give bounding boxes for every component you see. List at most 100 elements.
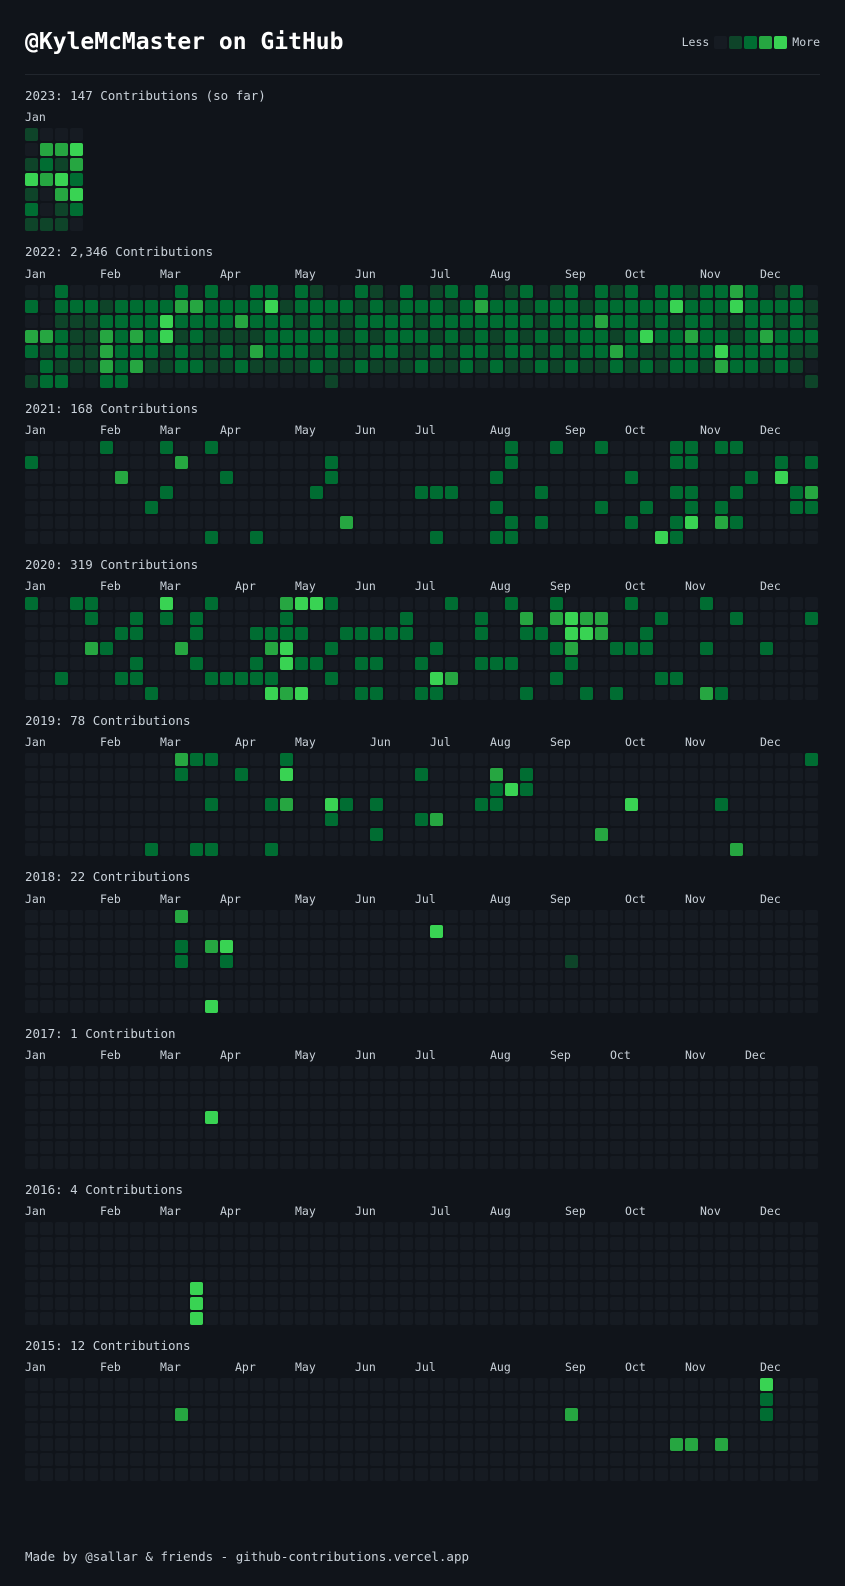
day-cell[interactable] [475, 359, 488, 373]
day-cell[interactable] [445, 909, 458, 923]
day-cell[interactable] [580, 783, 593, 797]
day-cell[interactable] [190, 1393, 203, 1407]
day-cell[interactable] [745, 329, 758, 343]
day-cell[interactable] [85, 1282, 98, 1295]
day-cell[interactable] [160, 1378, 173, 1392]
day-cell[interactable] [130, 1267, 143, 1280]
day-cell[interactable] [370, 798, 383, 812]
day-cell[interactable] [595, 1252, 608, 1265]
day-cell[interactable] [280, 753, 293, 767]
day-cell[interactable] [340, 299, 353, 313]
day-cell[interactable] [55, 284, 68, 298]
day-cell[interactable] [190, 1468, 203, 1482]
day-cell[interactable] [610, 1297, 623, 1310]
day-cell[interactable] [100, 1065, 113, 1079]
day-cell[interactable] [730, 1408, 743, 1422]
day-cell[interactable] [610, 798, 623, 812]
day-cell[interactable] [205, 299, 218, 313]
day-cell[interactable] [205, 999, 218, 1013]
day-cell[interactable] [25, 500, 38, 514]
day-cell[interactable] [610, 374, 623, 388]
day-cell[interactable] [700, 1297, 713, 1310]
day-cell[interactable] [370, 530, 383, 544]
day-cell[interactable] [700, 1252, 713, 1265]
day-cell[interactable] [715, 1110, 728, 1124]
day-cell[interactable] [100, 969, 113, 983]
day-cell[interactable] [415, 1423, 428, 1437]
day-cell[interactable] [265, 1222, 278, 1235]
day-cell[interactable] [415, 299, 428, 313]
day-cell[interactable] [370, 954, 383, 968]
day-cell[interactable] [790, 530, 803, 544]
day-cell[interactable] [475, 1095, 488, 1109]
day-cell[interactable] [595, 1095, 608, 1109]
day-cell[interactable] [280, 314, 293, 328]
day-cell[interactable] [625, 500, 638, 514]
day-cell[interactable] [670, 284, 683, 298]
day-cell[interactable] [775, 455, 788, 469]
day-cell[interactable] [760, 627, 773, 640]
day-cell[interactable] [115, 1095, 128, 1109]
day-cell[interactable] [400, 969, 413, 983]
day-cell[interactable] [475, 470, 488, 484]
day-cell[interactable] [355, 1267, 368, 1280]
day-cell[interactable] [220, 284, 233, 298]
day-cell[interactable] [790, 783, 803, 797]
day-cell[interactable] [745, 1125, 758, 1139]
day-cell[interactable] [100, 1312, 113, 1325]
day-cell[interactable] [190, 485, 203, 499]
day-cell[interactable] [325, 813, 338, 827]
day-cell[interactable] [250, 1282, 263, 1295]
day-cell[interactable] [430, 1408, 443, 1422]
day-cell[interactable] [370, 642, 383, 655]
day-cell[interactable] [340, 1252, 353, 1265]
day-cell[interactable] [460, 359, 473, 373]
day-cell[interactable] [595, 1282, 608, 1295]
day-cell[interactable] [625, 642, 638, 655]
day-cell[interactable] [325, 299, 338, 313]
day-cell[interactable] [70, 299, 83, 313]
day-cell[interactable] [25, 515, 38, 529]
day-cell[interactable] [280, 1125, 293, 1139]
day-cell[interactable] [205, 1155, 218, 1169]
day-cell[interactable] [625, 1408, 638, 1422]
day-cell[interactable] [175, 1282, 188, 1295]
day-cell[interactable] [280, 1080, 293, 1094]
day-cell[interactable] [265, 924, 278, 938]
day-cell[interactable] [505, 1453, 518, 1467]
day-cell[interactable] [655, 1393, 668, 1407]
day-cell[interactable] [115, 470, 128, 484]
day-cell[interactable] [400, 1095, 413, 1109]
day-cell[interactable] [70, 1065, 83, 1079]
day-cell[interactable] [415, 1453, 428, 1467]
day-cell[interactable] [40, 1155, 53, 1169]
day-cell[interactable] [340, 984, 353, 998]
day-cell[interactable] [520, 455, 533, 469]
day-cell[interactable] [535, 969, 548, 983]
day-cell[interactable] [400, 687, 413, 700]
day-cell[interactable] [70, 143, 83, 157]
day-cell[interactable] [190, 672, 203, 685]
day-cell[interactable] [775, 1110, 788, 1124]
day-cell[interactable] [520, 1453, 533, 1467]
day-cell[interactable] [445, 1282, 458, 1295]
day-cell[interactable] [250, 1267, 263, 1280]
day-cell[interactable] [25, 843, 38, 857]
day-cell[interactable] [280, 455, 293, 469]
day-cell[interactable] [415, 1297, 428, 1310]
day-cell[interactable] [595, 828, 608, 842]
day-cell[interactable] [730, 798, 743, 812]
day-cell[interactable] [595, 969, 608, 983]
day-cell[interactable] [655, 597, 668, 610]
day-cell[interactable] [550, 344, 563, 358]
day-cell[interactable] [475, 374, 488, 388]
day-cell[interactable] [40, 597, 53, 610]
day-cell[interactable] [325, 627, 338, 640]
day-cell[interactable] [760, 1423, 773, 1437]
day-cell[interactable] [145, 1125, 158, 1139]
day-cell[interactable] [310, 515, 323, 529]
day-cell[interactable] [670, 299, 683, 313]
day-cell[interactable] [745, 657, 758, 670]
day-cell[interactable] [700, 455, 713, 469]
day-cell[interactable] [325, 909, 338, 923]
